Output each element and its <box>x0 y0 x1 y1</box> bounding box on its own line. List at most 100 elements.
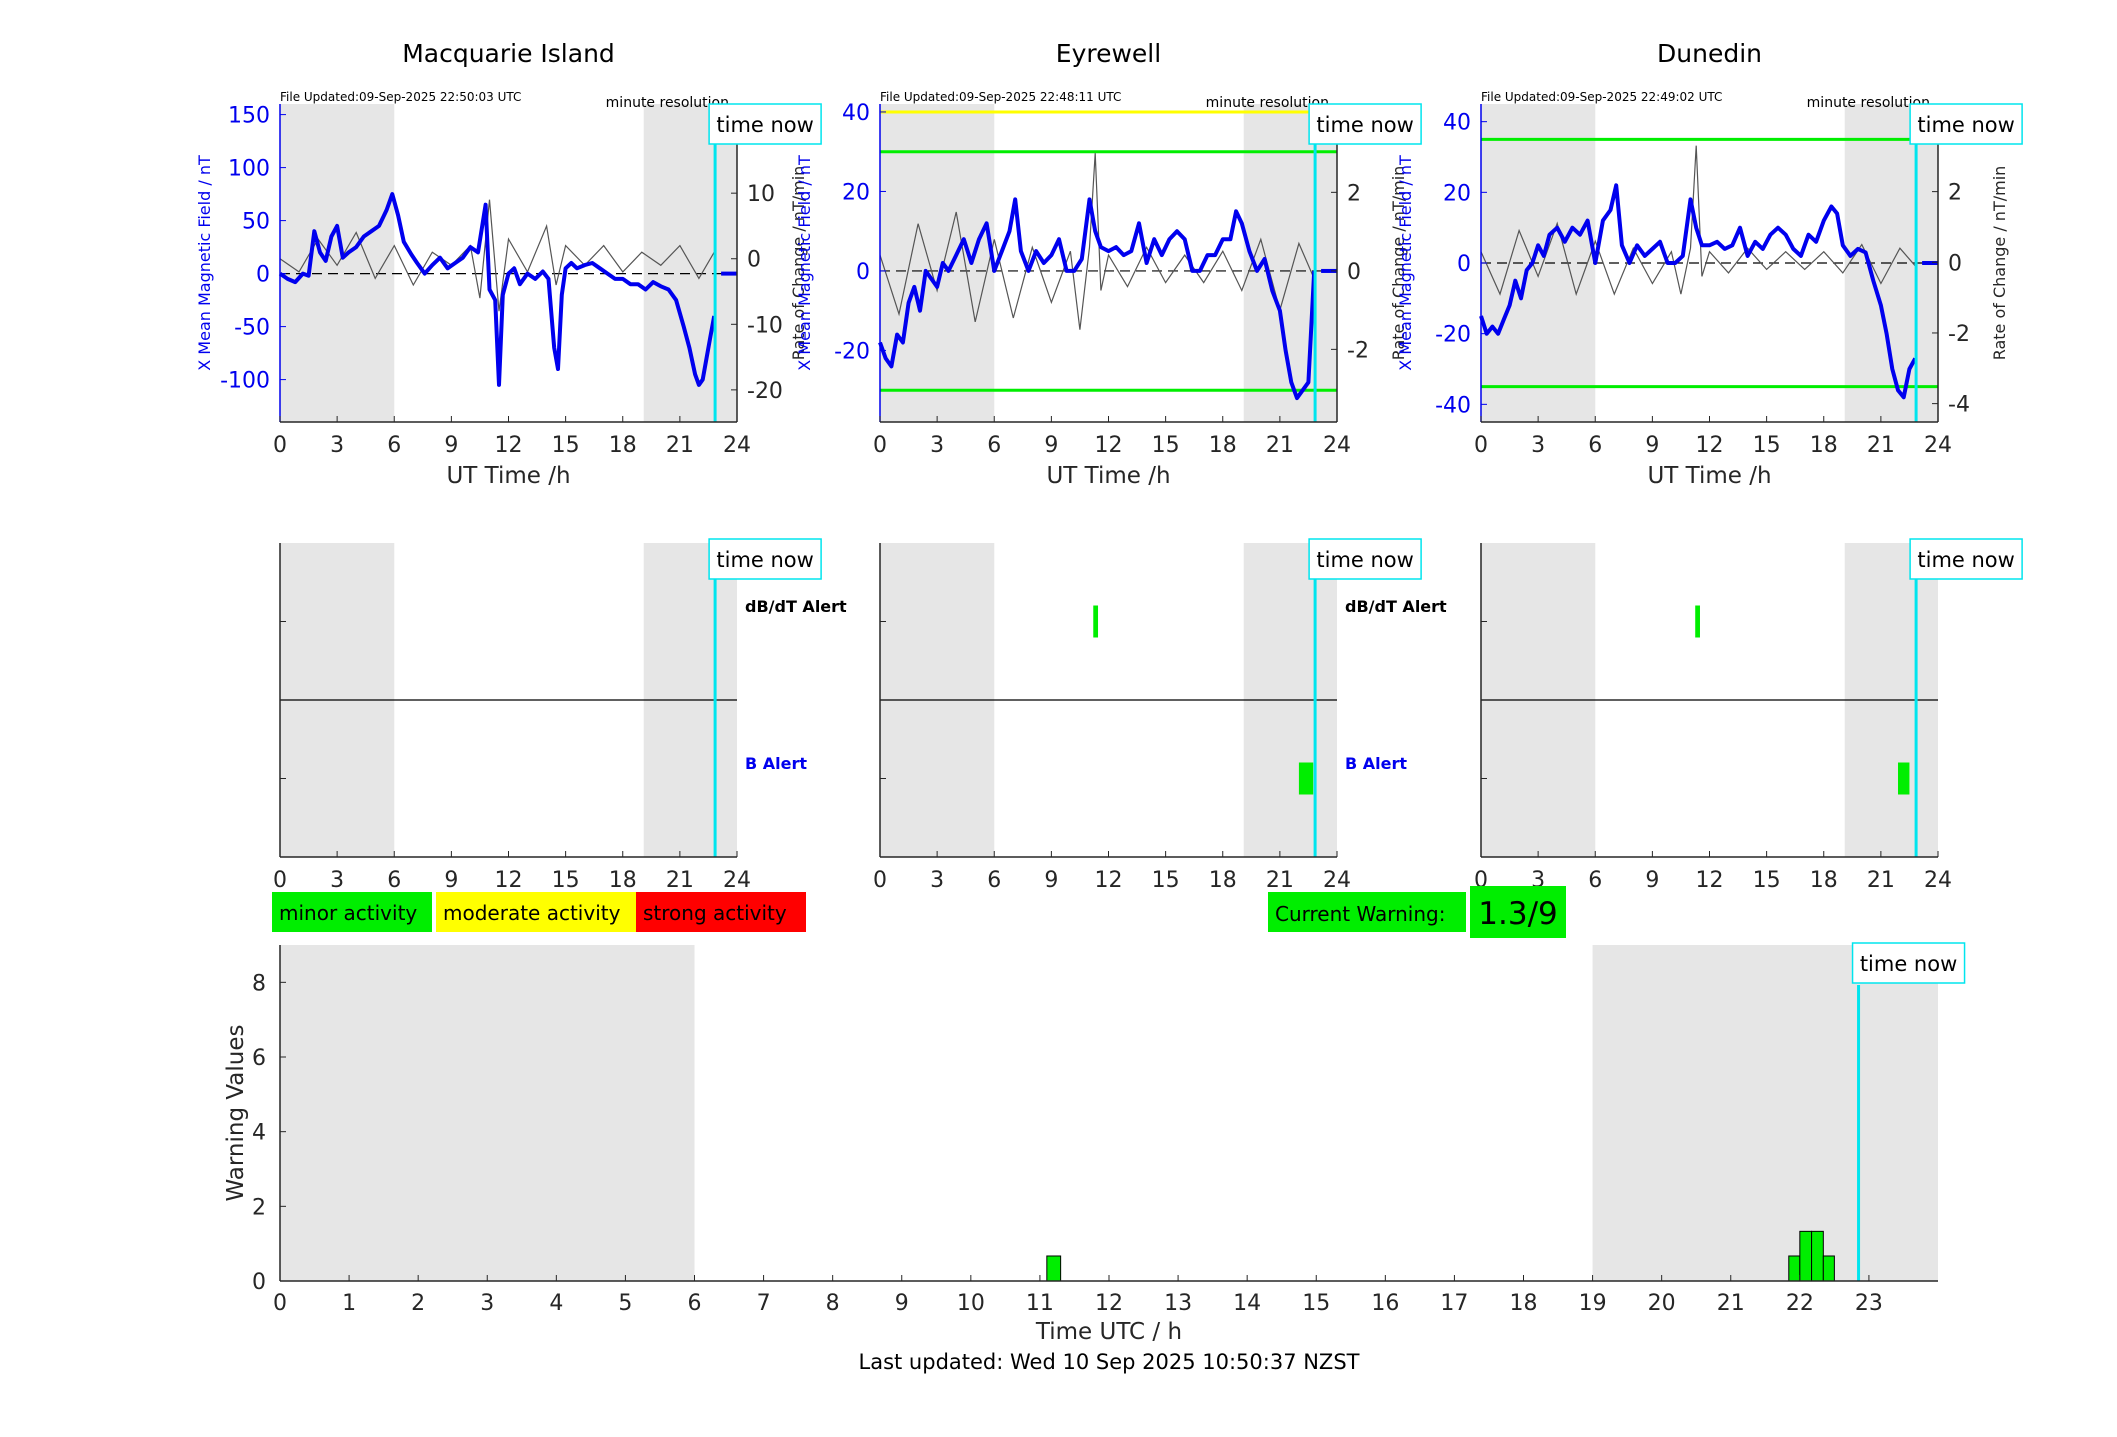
x-tick-label: 23 <box>1855 1291 1883 1316</box>
dbdt-alert-bar <box>1093 605 1099 638</box>
x-tick-label: 9 <box>895 1291 909 1316</box>
x-tick-label: 9 <box>444 433 458 458</box>
x-tick-label: 11 <box>1026 1291 1054 1316</box>
x-tick-label: 6 <box>987 868 1001 893</box>
x-tick-label: 0 <box>273 433 287 458</box>
x-tick-label: 24 <box>723 868 751 893</box>
x-tick-label: 9 <box>444 868 458 893</box>
x-tick-label: 17 <box>1440 1291 1468 1316</box>
resolution-label: minute resolution <box>606 95 729 111</box>
x-tick-label: 19 <box>1579 1291 1607 1316</box>
warning-bar <box>1822 1255 1835 1282</box>
y-right-tick-label: -20 <box>747 379 783 404</box>
x-tick-label: 6 <box>1588 868 1602 893</box>
x-tick-label: 22 <box>1786 1291 1814 1316</box>
file-updated-stamp: File Updated:09-Sep-2025 22:49:02 UTC <box>1481 90 1722 104</box>
b-alert-label: B Alert <box>745 754 807 773</box>
x-tick-label: 16 <box>1371 1291 1399 1316</box>
time-now-label: time now <box>716 548 813 572</box>
x-tick-label: 12 <box>1696 433 1724 458</box>
x-tick-label: 12 <box>1095 868 1123 893</box>
magnetic-field-series <box>878 197 1317 401</box>
dbdt-alert-label: dB/dT Alert <box>745 597 847 616</box>
magnetic-field-series <box>278 192 717 387</box>
y-left-axis-label: X Mean Magnetic Field / nT <box>1396 155 1415 371</box>
x-tick-label: 5 <box>618 1291 632 1316</box>
shaded-night-region <box>880 104 995 422</box>
x-tick-label: 0 <box>273 1291 287 1316</box>
station-title: Eyrewell <box>1056 39 1161 68</box>
x-tick-label: 12 <box>1095 433 1123 458</box>
x-axis-label: Time UTC / h <box>1035 1319 1182 1345</box>
x-tick-label: 4 <box>549 1291 563 1316</box>
y-axis-label: Warning Values <box>223 1024 249 1201</box>
dbdt-alert-label: dB/dT Alert <box>1345 597 1447 616</box>
last-updated-footer: Last updated: Wed 10 Sep 2025 10:50:37 N… <box>859 1350 1360 1374</box>
time-now-label: time now <box>716 113 813 137</box>
x-tick-label: 18 <box>1209 868 1237 893</box>
legend-moderate-activity-label: moderate activity <box>443 901 621 925</box>
y-right-axis-label: Rate of Change / nT/min <box>1389 166 1408 361</box>
file-updated-stamp: File Updated:09-Sep-2025 22:48:11 UTC <box>880 90 1121 104</box>
x-tick-label: 21 <box>1867 868 1895 893</box>
x-tick-label: 6 <box>387 868 401 893</box>
y-left-tick-label: -20 <box>834 339 870 364</box>
y-right-tick-label: -10 <box>747 313 783 338</box>
legend-minor-activity-label: minor activity <box>279 901 417 925</box>
x-tick-label: 12 <box>1696 868 1724 893</box>
legend-strong-activity-swatch <box>636 892 806 932</box>
warning-bar <box>1799 1230 1813 1282</box>
y-left-tick-label: 0 <box>1457 252 1471 277</box>
x-tick-label: 15 <box>1753 433 1781 458</box>
x-tick-label: 18 <box>609 868 637 893</box>
x-axis-label: UT Time /h <box>1647 463 1771 489</box>
legend-strong-activity-label: strong activity <box>643 901 787 925</box>
x-tick-label: 9 <box>1044 868 1058 893</box>
y-right-tick-label: 0 <box>1347 260 1361 285</box>
x-tick-label: 18 <box>1209 433 1237 458</box>
x-tick-label: 3 <box>930 868 944 893</box>
x-tick-label: 15 <box>552 868 580 893</box>
x-tick-label: 18 <box>1510 1291 1538 1316</box>
current-warning-label: Current Warning: <box>1275 902 1445 926</box>
y-right-tick-label: -2 <box>1948 322 1970 347</box>
resolution-label: minute resolution <box>1807 95 1930 111</box>
x-tick-label: 21 <box>1717 1291 1745 1316</box>
b-alert-bar <box>1298 762 1314 795</box>
y-left-tick-label: 20 <box>842 180 870 205</box>
time-now-box <box>1909 103 2023 145</box>
time-now-box <box>1308 538 1422 580</box>
x-tick-label: 9 <box>1645 868 1659 893</box>
x-tick-label: 24 <box>1323 868 1351 893</box>
x-tick-label: 15 <box>552 433 580 458</box>
b-alert-label: B Alert <box>1345 754 1407 773</box>
current-warning-value: 1.3/9 <box>1478 896 1557 932</box>
rate-of-change-series <box>879 153 1315 330</box>
x-tick-label: 18 <box>1810 433 1838 458</box>
y-tick-label: 0 <box>252 1270 266 1295</box>
y-right-tick-label: 2 <box>1948 181 1962 206</box>
time-now-label: time now <box>1917 548 2014 572</box>
y-right-tick-label: -4 <box>1948 393 1970 418</box>
x-tick-label: 21 <box>666 433 694 458</box>
shaded-night-region <box>280 945 695 1281</box>
y-right-axis-label: Rate of Change / nT/min <box>789 166 808 361</box>
x-tick-label: 14 <box>1233 1291 1261 1316</box>
y-right-tick-label: 0 <box>747 248 761 273</box>
x-tick-label: 21 <box>1266 433 1294 458</box>
y-right-tick-label: 2 <box>1347 181 1361 206</box>
x-tick-label: 12 <box>495 868 523 893</box>
x-tick-label: 6 <box>987 433 1001 458</box>
x-axis-label: UT Time /h <box>446 463 570 489</box>
x-tick-label: 8 <box>826 1291 840 1316</box>
x-tick-label: 15 <box>1152 433 1180 458</box>
x-tick-label: 3 <box>1531 433 1545 458</box>
x-tick-label: 15 <box>1753 868 1781 893</box>
y-left-tick-label: -50 <box>234 316 270 341</box>
y-right-tick-label: 0 <box>1948 251 1962 276</box>
x-tick-label: 18 <box>609 433 637 458</box>
y-tick-label: 2 <box>252 1195 266 1220</box>
time-now-box <box>708 538 822 580</box>
x-tick-label: 15 <box>1152 868 1180 893</box>
